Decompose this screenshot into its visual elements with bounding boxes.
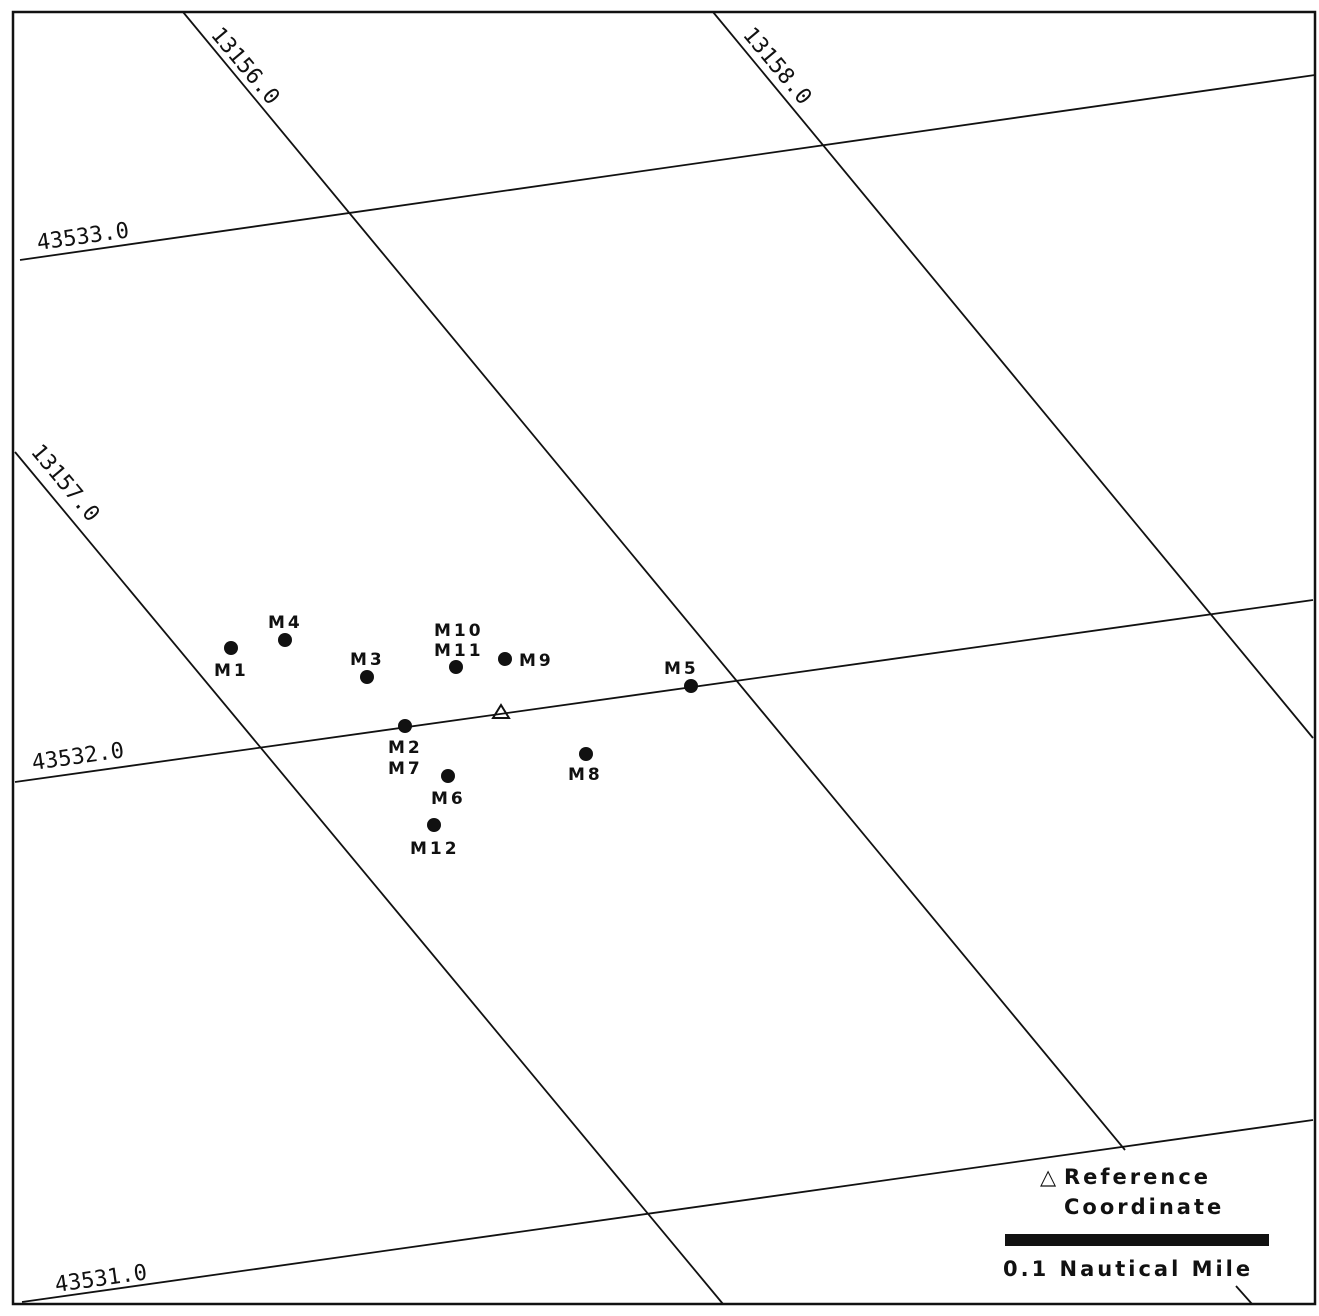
station-label: M4	[268, 613, 303, 633]
station-m9[interactable]: M9	[498, 651, 554, 671]
grid-line-43531	[21, 1119, 1314, 1303]
scale-bar	[1005, 1234, 1269, 1246]
station-marker	[278, 633, 292, 647]
grid-line-43532	[14, 599, 1314, 783]
station-m3[interactable]: M3	[350, 650, 385, 684]
grid-label-13157: 13157.0	[25, 440, 104, 527]
station-label: M1	[214, 661, 249, 681]
station-m2-m7[interactable]: M2 M7	[388, 719, 423, 779]
legend-reference-label-line2: Coordinate	[1064, 1195, 1224, 1219]
grid-label-43532: 43532.0	[30, 738, 125, 776]
grid-line-13158	[712, 11, 1314, 739]
station-label: M10	[434, 621, 484, 641]
station-marker	[224, 641, 238, 655]
grid-line-13157	[14, 451, 724, 1305]
station-label: M6	[431, 789, 466, 809]
grid-label-13156: 13156.0	[205, 23, 284, 110]
station-m5[interactable]: M5	[664, 659, 699, 693]
station-m8[interactable]: M8	[568, 747, 603, 785]
reference-triangle-icon[interactable]	[491, 703, 511, 719]
station-m4[interactable]: M4	[268, 613, 303, 647]
map-frame	[11, 10, 1317, 1306]
station-m1[interactable]: M1	[214, 641, 249, 681]
station-m6[interactable]: M6	[431, 769, 466, 809]
station-label: M9	[519, 651, 554, 671]
station-marker	[498, 652, 512, 666]
station-label: M12	[410, 839, 460, 859]
station-marker	[360, 670, 374, 684]
legend-reference-symbol: △	[1040, 1165, 1059, 1189]
scale-bar-label: 0.1 Nautical Mile	[1003, 1257, 1253, 1281]
grid-label-43531: 43531.0	[53, 1260, 148, 1298]
station-label-secondary: M7	[388, 759, 423, 779]
grid-line-43533	[19, 74, 1316, 261]
grid-label-13158: 13158.0	[737, 23, 816, 110]
station-label: M2	[388, 738, 423, 758]
grid-line-13156	[182, 11, 1126, 1151]
station-marker	[441, 769, 455, 783]
legend-reference-label: Reference	[1064, 1165, 1211, 1189]
grid-line-13158-tail	[1235, 1285, 1253, 1305]
station-label: M3	[350, 650, 385, 670]
station-marker	[579, 747, 593, 761]
station-label-secondary: M11	[434, 641, 484, 661]
station-label: M5	[664, 659, 699, 679]
station-m10-m11[interactable]: M10 M11	[434, 621, 484, 674]
station-label: M8	[568, 765, 603, 785]
station-marker	[449, 660, 463, 674]
station-marker	[398, 719, 412, 733]
station-m12[interactable]: M12	[410, 818, 460, 859]
station-marker	[427, 818, 441, 832]
station-marker	[684, 679, 698, 693]
legend: △ Reference Coordinate 0.1 Nautical Mile	[1003, 1165, 1269, 1281]
